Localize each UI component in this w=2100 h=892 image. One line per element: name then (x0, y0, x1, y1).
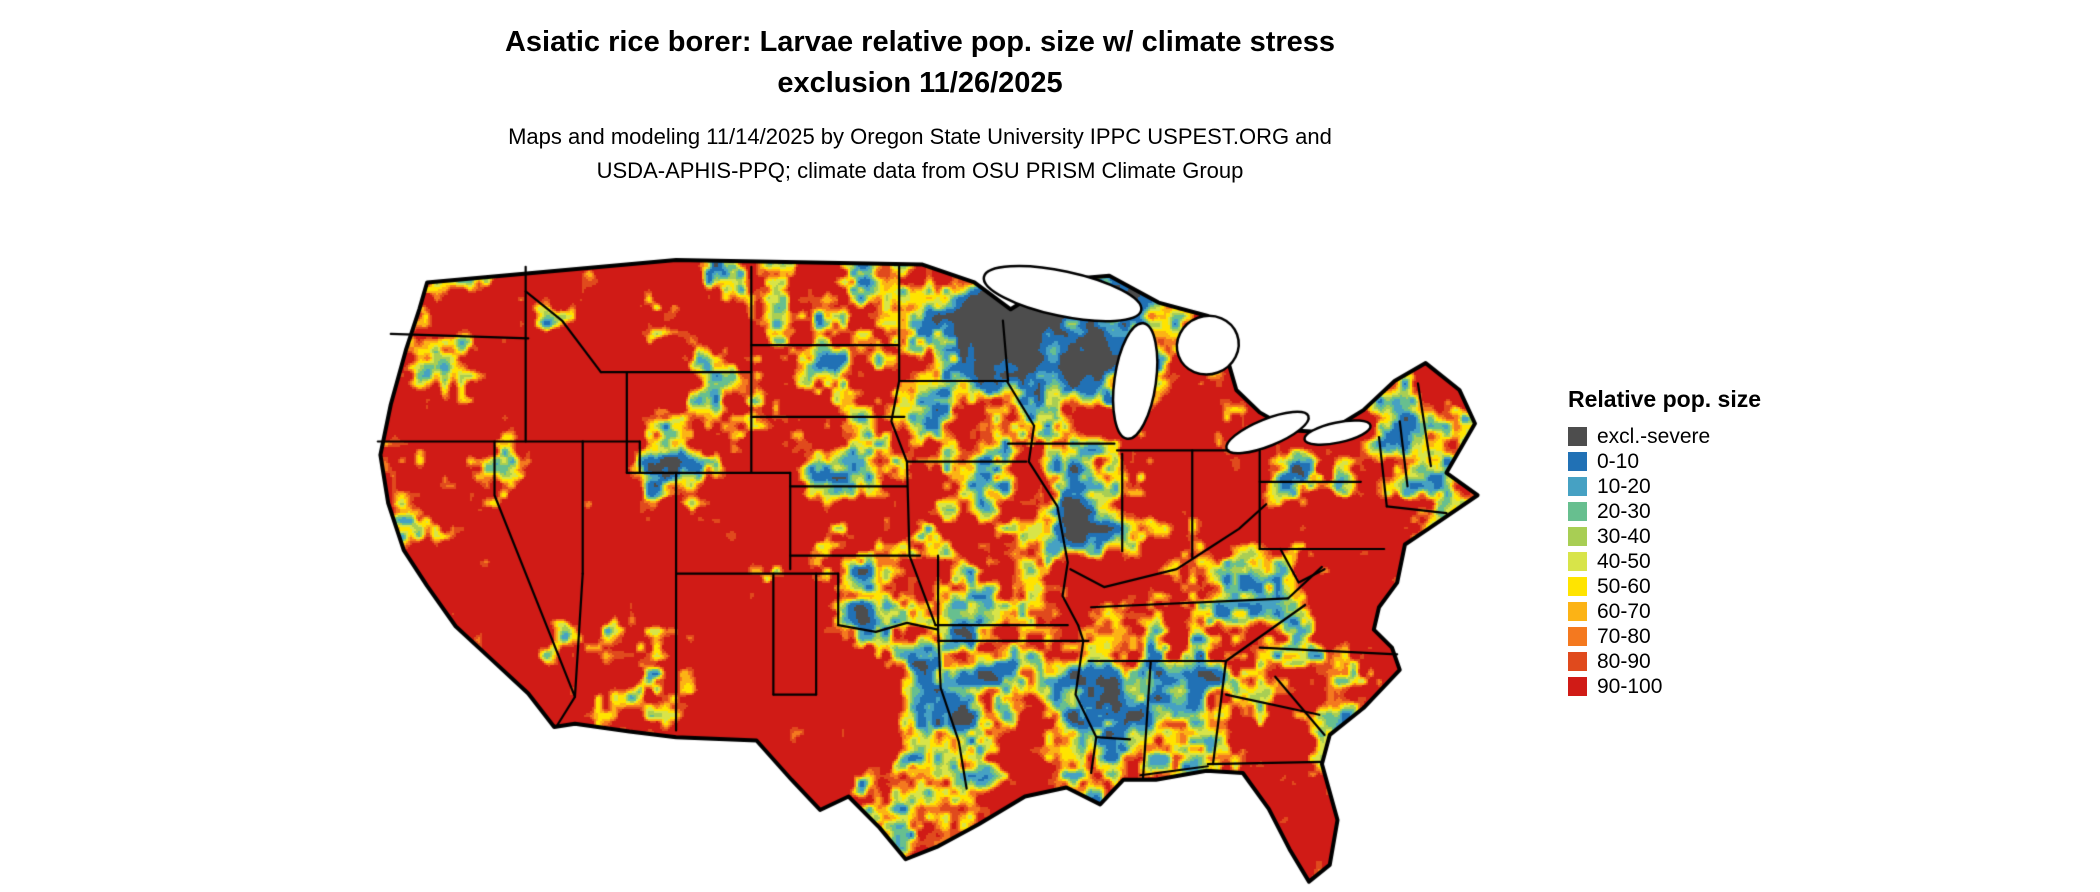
legend-swatch (1568, 477, 1587, 496)
legend-label: 60-70 (1597, 599, 1651, 623)
legend-item: 10-20 (1568, 474, 1761, 499)
map-subtitle-line2: USDA-APHIS-PPQ; climate data from OSU PR… (596, 158, 1244, 183)
legend-label: 50-60 (1597, 574, 1651, 598)
legend-item: 40-50 (1568, 549, 1761, 574)
map-subtitle-line1: Maps and modeling 11/14/2025 by Oregon S… (508, 124, 1332, 149)
map-subtitle: Maps and modeling 11/14/2025 by Oregon S… (230, 120, 1610, 188)
map-title: Asiatic rice borer: Larvae relative pop.… (230, 22, 1610, 104)
legend-swatch (1568, 552, 1587, 571)
legend-swatch (1568, 452, 1587, 471)
legend-swatch (1568, 577, 1587, 596)
legend-label: 40-50 (1597, 549, 1651, 573)
legend-item: 60-70 (1568, 599, 1761, 624)
legend-item: 20-30 (1568, 499, 1761, 524)
map-title-line1: Asiatic rice borer: Larvae relative pop.… (504, 26, 1336, 58)
legend-item: 50-60 (1568, 574, 1761, 599)
legend-swatch (1568, 627, 1587, 646)
legend-item: 30-40 (1568, 524, 1761, 549)
legend-label: 20-30 (1597, 499, 1651, 523)
us-map (300, 213, 1545, 885)
legend-swatch (1568, 502, 1587, 521)
legend-item: 80-90 (1568, 649, 1761, 674)
legend-label: 80-90 (1597, 649, 1651, 673)
legend-swatch (1568, 527, 1587, 546)
legend-label: 0-10 (1597, 449, 1640, 473)
legend-swatch (1568, 677, 1587, 696)
title-block: Asiatic rice borer: Larvae relative pop.… (230, 22, 1610, 104)
legend-label: 90-100 (1597, 674, 1663, 698)
legend-title: Relative pop. size (1568, 386, 1762, 412)
legend-item: excl.-severe (1568, 424, 1761, 449)
legend-label: 10-20 (1597, 474, 1651, 498)
legend-label: excl.-severe (1597, 424, 1711, 448)
legend-swatch (1568, 652, 1587, 671)
legend-item: 70-80 (1568, 624, 1761, 649)
legend-label: 30-40 (1597, 524, 1651, 548)
legend-item: 90-100 (1568, 674, 1761, 699)
legend: Relative pop. size excl.-severe 0-10 10-20… (1568, 386, 1761, 699)
legend-swatch (1568, 427, 1587, 446)
legend-label: 70-80 (1597, 624, 1651, 648)
legend-item: 0-10 (1568, 449, 1761, 474)
legend-items: excl.-severe 0-10 10-20 20-30 30-40 40-50 50-6… (1568, 424, 1761, 699)
legend-swatch (1568, 602, 1587, 621)
map-title-line2: exclusion 11/26/2025 (777, 67, 1063, 99)
